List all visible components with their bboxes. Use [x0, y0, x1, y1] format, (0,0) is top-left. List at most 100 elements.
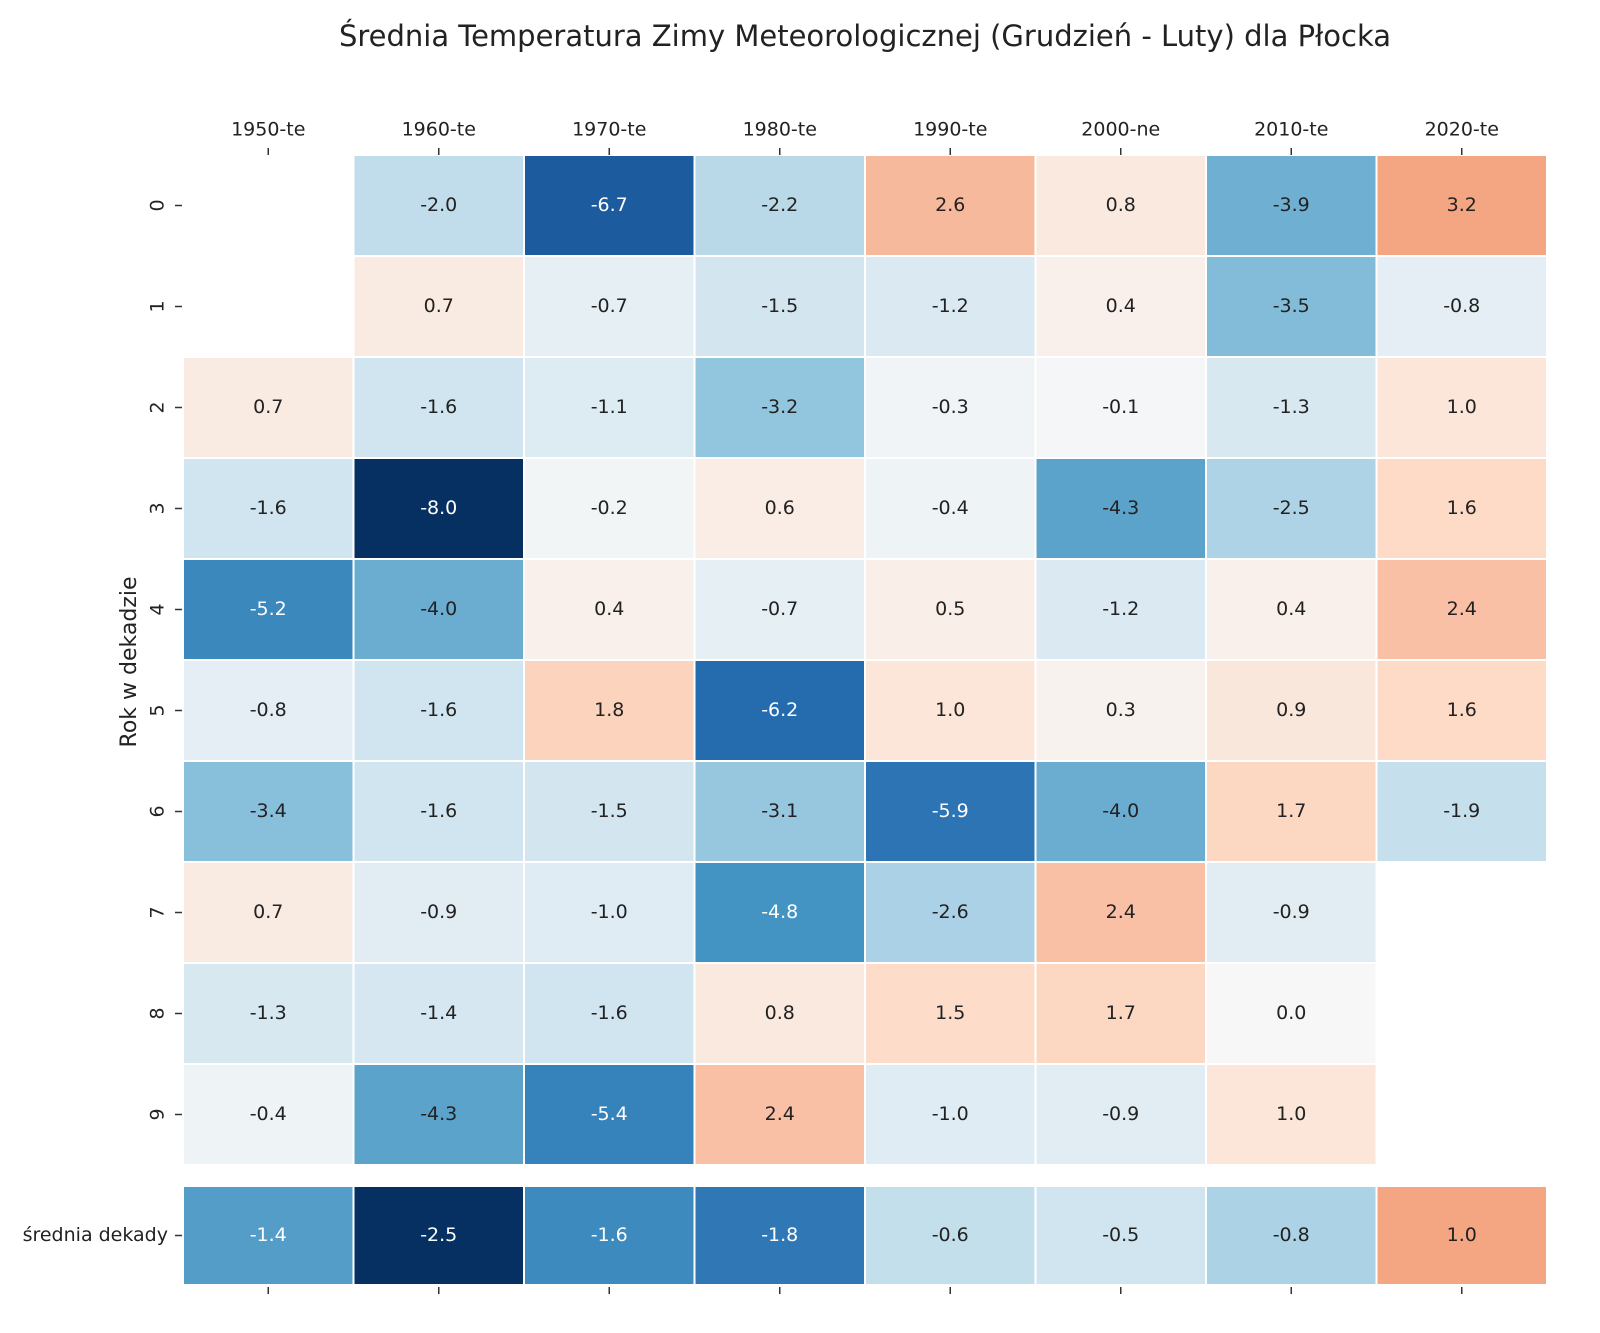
- cell-label: -0.7: [591, 295, 628, 317]
- cell-label: -3.2: [761, 396, 798, 418]
- cell-label: -2.2: [761, 194, 798, 216]
- heatmap-cell: [523, 760, 696, 863]
- heatmap-cell: [352, 760, 525, 863]
- heatmap-cell: [352, 255, 525, 358]
- cell-label: -3.4: [250, 800, 287, 822]
- heatmap-cell: [864, 1063, 1037, 1166]
- heatmap-cell: [1375, 356, 1548, 459]
- cell-label: 0.8: [765, 1002, 795, 1024]
- y-tick-label: 6: [147, 805, 169, 817]
- cell-label: 3.2: [1447, 194, 1477, 216]
- cell-label: 0.3: [1106, 699, 1136, 721]
- heatmap-cell: [523, 154, 696, 257]
- x-tick-label: 1990-te: [913, 119, 987, 141]
- cell-label: -1.9: [1443, 800, 1480, 822]
- heatmap-cell: [182, 659, 355, 762]
- heatmap-cell: [1205, 1185, 1378, 1286]
- heatmap-cell: [182, 558, 355, 661]
- cell-label: -1.2: [932, 295, 969, 317]
- y-axis-label: Rok w dekadzie: [117, 577, 142, 748]
- heatmap-cell: [693, 659, 866, 762]
- heatmap-cell: [1034, 457, 1207, 560]
- cell-label: 1.7: [1106, 1002, 1136, 1024]
- cell-label: -0.8: [1443, 295, 1480, 317]
- cell-label: -1.2: [1102, 598, 1139, 620]
- cell-label: -1.6: [591, 1224, 628, 1246]
- y-tick-label: 9: [147, 1108, 169, 1120]
- cell-label: -0.3: [932, 396, 969, 418]
- cell-label: -0.5: [1102, 1224, 1139, 1246]
- y-tick-label: 1: [147, 300, 169, 312]
- cell-label: 1.0: [1276, 1103, 1306, 1125]
- summary-label: średnia dekady: [23, 1224, 168, 1246]
- heatmap-cell: [1205, 558, 1378, 661]
- heatmap-cell: [352, 154, 525, 257]
- x-tick-label: 1980-te: [743, 119, 817, 141]
- cell-label: -1.3: [250, 1002, 287, 1024]
- heatmap-cell: [1034, 356, 1207, 459]
- y-tick-label: 7: [147, 906, 169, 918]
- heatmap-cell: [352, 1185, 525, 1286]
- cell-label: 1.0: [935, 699, 965, 721]
- cell-label: -0.8: [1273, 1224, 1310, 1246]
- cell-label: 1.0: [1447, 1224, 1477, 1246]
- cell-label: 0.9: [1276, 699, 1306, 721]
- heatmap-cell: [182, 861, 355, 964]
- cell-label: -5.2: [250, 598, 287, 620]
- cell-label: 2.4: [765, 1103, 795, 1125]
- heatmap-cell: [523, 356, 696, 459]
- heatmap-cell: [182, 1185, 355, 1286]
- heatmap-cell: [1205, 861, 1378, 964]
- cell-label: 0.8: [1106, 194, 1136, 216]
- cell-label: 0.4: [594, 598, 624, 620]
- cell-label: -1.4: [250, 1224, 287, 1246]
- cell-label: 0.5: [935, 598, 965, 620]
- y-tick-label: 0: [147, 199, 169, 211]
- heatmap-cell: [864, 962, 1037, 1065]
- cell-label: -1.0: [591, 901, 628, 923]
- cell-label: 1.0: [1447, 396, 1477, 418]
- heatmap-cell: [523, 1185, 696, 1286]
- heatmap-cell: [1375, 1185, 1548, 1286]
- heatmap-cell: [352, 659, 525, 762]
- cell-label: 2.4: [1447, 598, 1477, 620]
- cell-label: -4.0: [1102, 800, 1139, 822]
- cell-label: -1.8: [761, 1224, 798, 1246]
- heatmap-cell: [693, 1063, 866, 1166]
- x-tick-label: 1970-te: [572, 119, 646, 141]
- cell-label: -3.5: [1273, 295, 1310, 317]
- y-tick-label: 4: [147, 603, 169, 615]
- cell-label: -0.9: [1273, 901, 1310, 923]
- cell-label: -1.4: [420, 1002, 457, 1024]
- y-tick-label: 3: [147, 502, 169, 514]
- heatmap-cell: [693, 255, 866, 358]
- heatmap-cell: [182, 457, 355, 560]
- cell-label: -1.6: [420, 396, 457, 418]
- chart-title: Średnia Temperatura Zimy Meteorologiczne…: [339, 19, 1391, 53]
- cell-label: -0.7: [761, 598, 798, 620]
- heatmap-cell: [864, 457, 1037, 560]
- cell-label: -6.7: [591, 194, 628, 216]
- cell-label: -4.3: [1102, 497, 1139, 519]
- cell-label: -3.1: [761, 800, 798, 822]
- cell-label: -0.6: [932, 1224, 969, 1246]
- cell-label: 0.0: [1276, 1002, 1306, 1024]
- cell-label: -2.6: [932, 901, 969, 923]
- cell-label: 0.7: [253, 901, 283, 923]
- cell-label: -4.0: [420, 598, 457, 620]
- heatmap-cell: [864, 154, 1037, 257]
- heatmap-cell: [864, 760, 1037, 863]
- cell-label: 0.4: [1276, 598, 1306, 620]
- cell-label: -3.9: [1273, 194, 1310, 216]
- cell-label: -1.3: [1273, 396, 1310, 418]
- heatmap-cell: [182, 1063, 355, 1166]
- heatmap-cell: [864, 861, 1037, 964]
- heatmap-cell: [1375, 255, 1548, 358]
- cell-label: -1.6: [420, 699, 457, 721]
- cell-label: 1.6: [1447, 497, 1477, 519]
- heatmap-cell: [1205, 962, 1378, 1065]
- cell-label: -1.6: [250, 497, 287, 519]
- heatmap-cell: [1034, 1063, 1207, 1166]
- cell-label: -2.0: [420, 194, 457, 216]
